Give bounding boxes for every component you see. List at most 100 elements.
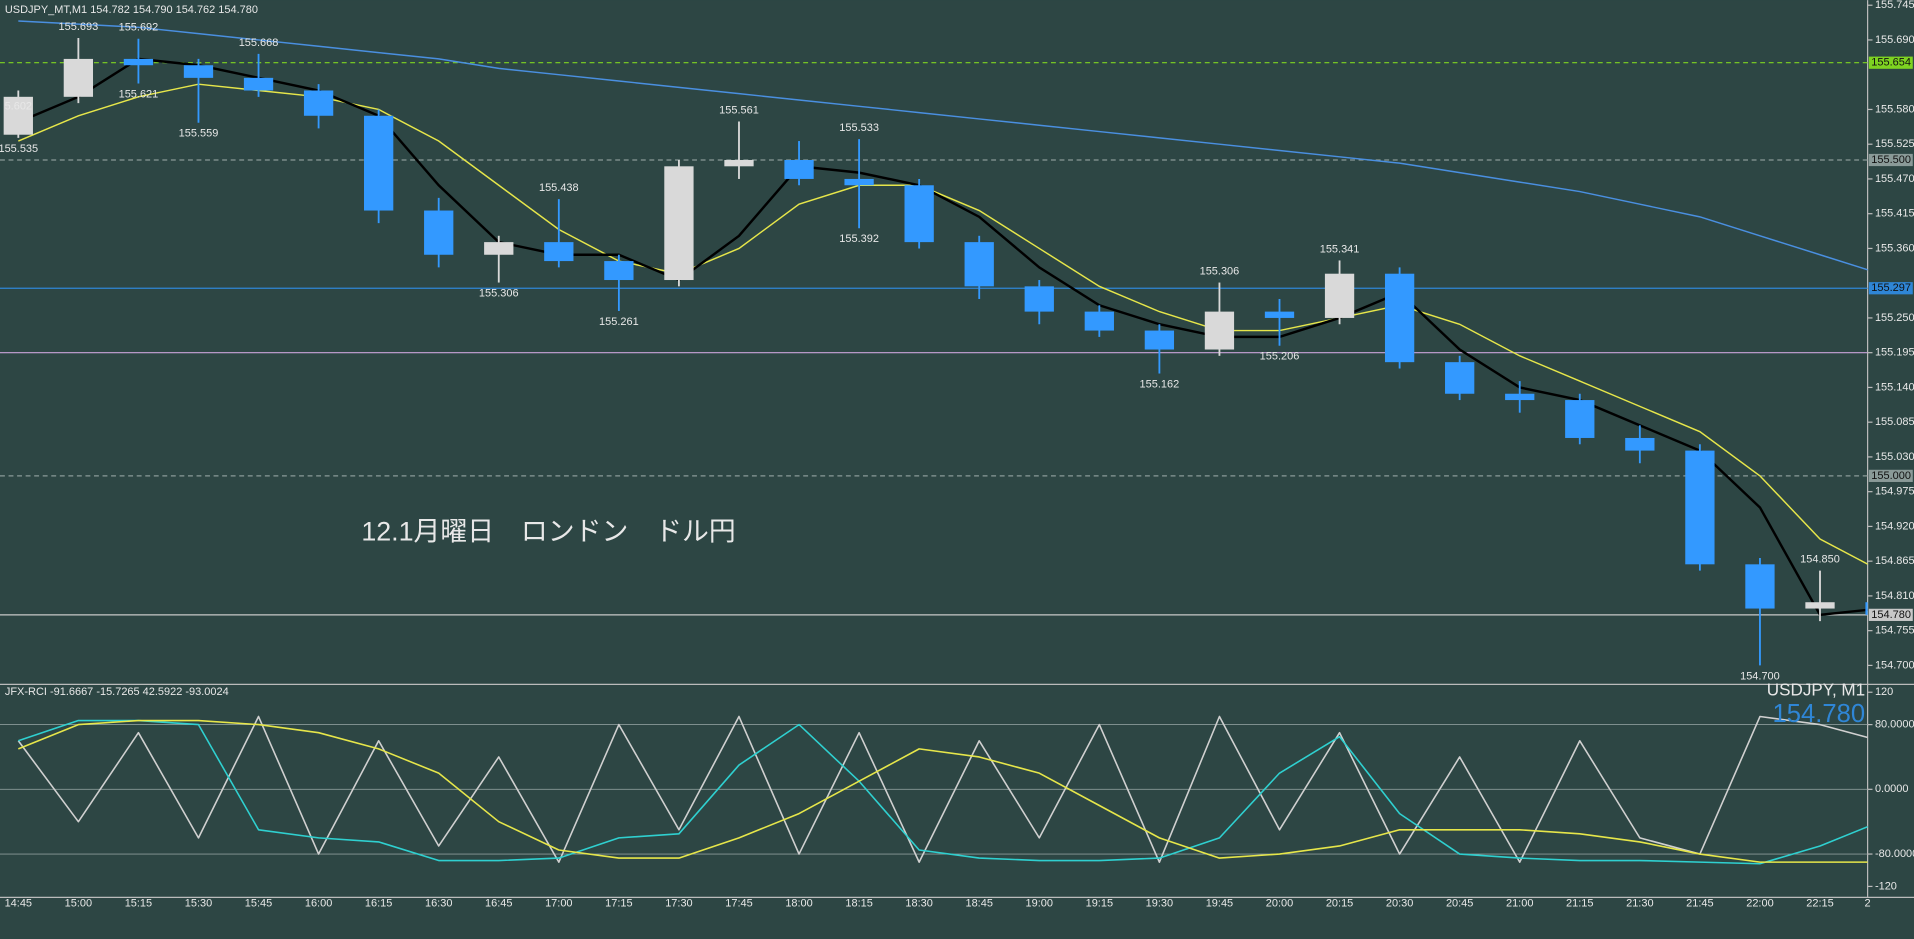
x-tick-label: 18:00 [785, 897, 812, 909]
x-tick-label: 2 [1865, 897, 1871, 909]
level-label: 155.000 [1871, 470, 1911, 482]
candle-body [544, 242, 574, 262]
price-callout: 155.533 [839, 122, 879, 134]
rci-line [18, 719, 1868, 865]
candle-body [1505, 393, 1535, 401]
x-tick-label: 17:15 [605, 897, 632, 909]
x-tick-label: 16:30 [425, 897, 452, 909]
level-label-box [1868, 56, 1913, 69]
x-tick-label: 16:00 [305, 897, 332, 909]
x-tick-label: 18:30 [905, 897, 932, 909]
price-callout: 155.341 [1320, 243, 1360, 255]
candle-body [1625, 437, 1655, 451]
y-tick-label: 154.975 [1875, 486, 1914, 498]
price-callout: 155.261 [599, 316, 639, 328]
x-tick-label: 15:30 [185, 897, 212, 909]
rci-plot [0, 715, 1868, 865]
price-label: 154.780 [1773, 700, 1866, 728]
y-tick-label: -120 [1875, 880, 1897, 892]
y-tick-label: 155.525 [1875, 138, 1914, 150]
level-label-box [1868, 282, 1913, 295]
y-tick-label: -80.0000 [1875, 848, 1914, 860]
y-tick-label: 155.030 [1875, 451, 1914, 463]
y-tick-label: 155.690 [1875, 34, 1914, 46]
y-tick-label: 155.250 [1875, 312, 1914, 324]
y-tick-label: 155.140 [1875, 381, 1914, 393]
candle-body [784, 159, 814, 179]
candle-body [1384, 273, 1415, 363]
candle-body [1565, 400, 1595, 438]
y-tick-label: 154.810 [1875, 590, 1914, 602]
candle-body [664, 166, 694, 281]
price-callout: 155.392 [839, 233, 879, 245]
x-tick-label: 20:30 [1386, 897, 1413, 909]
price-callout: 5.602 [5, 100, 32, 112]
candle-body [1324, 273, 1355, 318]
candle-body [1745, 564, 1775, 609]
y-tick-label: 155.085 [1875, 416, 1914, 428]
y-tick-label: 154.700 [1875, 659, 1914, 671]
y-tick-label: 0.0000 [1875, 783, 1909, 795]
candle-body [1204, 311, 1235, 350]
candle-body [123, 58, 154, 66]
candle-body [1264, 311, 1295, 318]
level-label: 155.297 [1871, 282, 1911, 294]
x-tick-label: 18:45 [965, 897, 992, 909]
candle-body [484, 242, 514, 255]
x-tick-label: 21:45 [1686, 897, 1713, 909]
candle-body [1805, 602, 1835, 609]
moving-average [18, 20, 1868, 271]
x-tick-label: 20:00 [1266, 897, 1293, 909]
x-tick-label: 17:00 [545, 897, 572, 909]
candle-body [1865, 602, 1868, 615]
x-tick-label: 17:45 [725, 897, 752, 909]
candle-body [1445, 362, 1475, 394]
x-tick-label: 22:00 [1746, 897, 1773, 909]
level-label-box [1868, 608, 1913, 621]
x-tick-label: 17:30 [665, 897, 692, 909]
y-tick-label: 155.470 [1875, 173, 1914, 185]
candle-body [1685, 450, 1715, 565]
x-tick-label: 21:30 [1626, 897, 1653, 909]
candle-body [604, 261, 634, 281]
annotation-text: 12.1月曜日 ロンドン ドル円 [361, 517, 735, 547]
candle-body [724, 159, 754, 167]
y-tick-label: 154.865 [1875, 555, 1914, 567]
rci-line [18, 719, 1868, 863]
candle-body [303, 90, 334, 116]
x-tick-label: 19:30 [1146, 897, 1173, 909]
candle-body [424, 210, 454, 255]
price-callout: 155.162 [1140, 378, 1180, 390]
y-tick-label: 80.0000 [1875, 719, 1914, 731]
candle-body [3, 96, 33, 135]
x-tick-label: 14:45 [5, 897, 32, 909]
price-callout: 155.559 [179, 128, 219, 140]
price-callout: 154.850 [1800, 554, 1840, 566]
candle-body [1084, 311, 1114, 331]
price-callout: 155.306 [1200, 265, 1240, 277]
level-label-box [1868, 469, 1913, 482]
candle-body [964, 242, 994, 287]
price-callout: 154.700 [1740, 670, 1780, 682]
axes: 155.745 155.690 155.580 155.525 155.470 155.4… [5, 0, 1914, 909]
x-tick-label: 19:15 [1086, 897, 1113, 909]
x-tick-label: 16:45 [485, 897, 512, 909]
y-tick-label: 120 [1875, 686, 1893, 698]
level-label: 155.654 [1871, 57, 1911, 69]
y-tick-label: 154.920 [1875, 520, 1914, 532]
candle-body [364, 115, 394, 211]
price-callout: 155.306 [479, 287, 519, 299]
level-label: 154.780 [1871, 609, 1911, 621]
x-tick-label: 21:00 [1506, 897, 1533, 909]
candle-body [183, 65, 214, 78]
y-tick-label: 155.360 [1875, 242, 1914, 254]
price-callout: 155.206 [1260, 351, 1300, 363]
x-tick-label: 15:00 [65, 897, 92, 909]
price-callout: 155.693 [59, 21, 99, 33]
x-tick-label: 15:45 [245, 897, 272, 909]
candle-body [1024, 286, 1054, 312]
y-tick-label: 154.755 [1875, 625, 1914, 637]
x-tick-label: 18:15 [845, 897, 872, 909]
candle-body [1144, 330, 1175, 350]
